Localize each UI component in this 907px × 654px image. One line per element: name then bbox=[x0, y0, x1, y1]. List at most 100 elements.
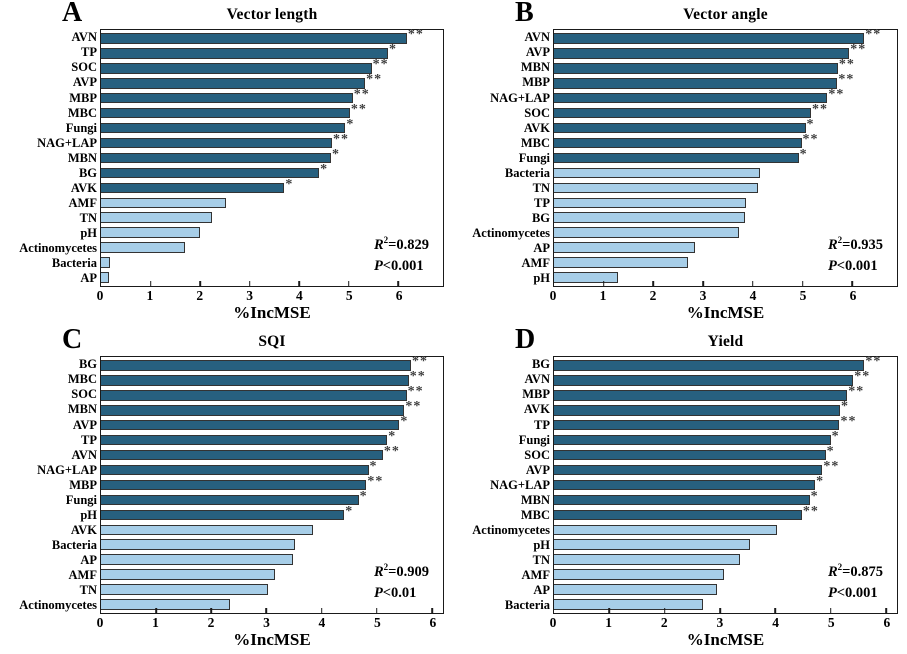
significance-stars: ** bbox=[828, 87, 845, 103]
significance-stars: ** bbox=[366, 72, 383, 88]
y-axis-label: Actinomycetes bbox=[472, 226, 550, 241]
panel: B Vector angle AVN AVP MBN MBP NAG+LAP SOC AVK… bbox=[453, 0, 907, 327]
axis-tick bbox=[348, 281, 350, 286]
y-axis-label: AVP bbox=[525, 45, 550, 60]
panel-header: D Yield bbox=[453, 325, 907, 356]
bar-row: * bbox=[554, 399, 897, 418]
significance-stars: ** bbox=[372, 57, 389, 73]
bar-row bbox=[554, 255, 897, 270]
significance-stars: ** bbox=[412, 354, 428, 370]
axis-tick bbox=[199, 281, 201, 286]
bar-row: * bbox=[554, 430, 897, 448]
axis-tick bbox=[608, 608, 611, 613]
bar bbox=[101, 584, 268, 595]
bar-row: * bbox=[554, 489, 897, 507]
bar bbox=[554, 107, 811, 119]
r2-sup: 2 bbox=[383, 561, 389, 572]
panel-title: Vector angle bbox=[683, 6, 768, 23]
x-axis-tick-label: 3 bbox=[263, 615, 270, 630]
bar-row bbox=[554, 537, 897, 552]
r2-label: R bbox=[827, 236, 838, 253]
y-axis-label: Bacteria bbox=[51, 256, 97, 271]
bar-row: * bbox=[101, 43, 443, 61]
bar-row bbox=[554, 582, 897, 597]
x-axis-tick-label: 5 bbox=[827, 615, 835, 630]
panel-title: Vector length bbox=[226, 6, 318, 23]
bar-row bbox=[101, 255, 443, 270]
panel-body: AVN TP SOC AVP MBP MBC Fungi NAG+LAP MBN BG AVK AMF… bbox=[0, 28, 453, 287]
y-axis-label: MBN bbox=[520, 60, 550, 75]
x-axis-tick-label: 5 bbox=[374, 615, 381, 630]
significance-stars: ** bbox=[409, 369, 426, 385]
y-axis-label: TP bbox=[534, 417, 550, 432]
bar bbox=[101, 78, 366, 89]
y-axis-label: Actinomycetes bbox=[19, 598, 97, 613]
bar bbox=[554, 63, 838, 74]
axis-tick bbox=[652, 281, 655, 286]
bar bbox=[101, 107, 350, 119]
bar-row: ** bbox=[554, 133, 897, 151]
axis-tick bbox=[829, 608, 832, 613]
y-axis-label: MBC bbox=[520, 135, 550, 150]
x-axis-title: %IncMSE bbox=[233, 303, 311, 322]
bar bbox=[101, 167, 320, 179]
bar-row: ** bbox=[101, 369, 443, 388]
significance-stars: * bbox=[841, 399, 850, 415]
y-axis-label: Fungi bbox=[65, 120, 97, 135]
y-axis-label: MBP bbox=[522, 387, 550, 402]
significance-stars: * bbox=[320, 161, 329, 177]
y-axis-label: BG bbox=[78, 165, 97, 180]
y-axis-label: TN bbox=[79, 211, 97, 226]
x-axis-tick-label: 5 bbox=[345, 288, 353, 303]
bar bbox=[101, 48, 388, 59]
y-axis-label: Fungi bbox=[518, 432, 550, 447]
axis-tick bbox=[397, 281, 400, 286]
y-axis-label: BG bbox=[531, 357, 550, 372]
x-axis-tick-label: 2 bbox=[660, 615, 668, 630]
bar-row: ** bbox=[101, 133, 443, 151]
y-axis-labels: AVN TP SOC AVP MBP MBC Fungi NAG+LAP MBN BG AVK AMF… bbox=[0, 29, 100, 287]
significance-stars: ** bbox=[840, 414, 857, 430]
bar bbox=[101, 390, 407, 401]
bar bbox=[101, 92, 353, 104]
bar-row bbox=[554, 270, 897, 285]
bar bbox=[554, 479, 816, 491]
y-axis-label: SOC bbox=[524, 105, 550, 120]
bar-row: ** bbox=[554, 504, 897, 522]
bar bbox=[101, 449, 383, 461]
x-axis-tick-label: 4 bbox=[772, 615, 779, 630]
y-axis-label: AMF bbox=[68, 568, 97, 583]
y-axis-label: AVP bbox=[72, 75, 97, 90]
bar-row: * bbox=[554, 147, 897, 166]
panel-title: SQI bbox=[258, 333, 286, 350]
significance-stars: * bbox=[346, 117, 355, 133]
y-axis-label: pH bbox=[80, 226, 97, 241]
r2-line: R2=0.935 bbox=[828, 235, 883, 257]
x-axis-tick-label: 1 bbox=[152, 615, 159, 630]
plot-area: ** ** ** ** * * ** * ** * * R2=0.909 P<0.01 bbox=[100, 354, 444, 614]
significance-stars: ** bbox=[823, 459, 840, 475]
significance-stars: ** bbox=[367, 473, 384, 489]
bar-row: ** bbox=[101, 354, 443, 373]
bar-row bbox=[101, 537, 443, 552]
bar bbox=[554, 122, 806, 134]
p-line: P<0.001 bbox=[828, 256, 883, 278]
r2-value: =0.935 bbox=[842, 236, 883, 253]
y-axis-label: Fungi bbox=[65, 492, 97, 507]
bars-container: ***************** bbox=[101, 28, 443, 286]
bars-container: ***************** bbox=[554, 355, 897, 613]
bar-row bbox=[101, 225, 443, 240]
x-axis-tick-label: 6 bbox=[395, 288, 403, 303]
bar-row: ** bbox=[554, 28, 897, 46]
bars-container: ***************** bbox=[101, 354, 443, 613]
x-axis-tick-label: 0 bbox=[96, 288, 104, 303]
y-axis-label: MBN bbox=[67, 402, 97, 417]
bar bbox=[554, 360, 865, 371]
bar-row bbox=[554, 165, 897, 180]
y-axis-label: AVN bbox=[71, 447, 97, 462]
x-axis-tick-label: 0 bbox=[549, 615, 557, 630]
stats-annotation: R2=0.909 P<0.01 bbox=[374, 562, 429, 606]
bar bbox=[554, 405, 841, 416]
bar bbox=[554, 419, 840, 431]
x-axis-tick-label: 1 bbox=[146, 288, 154, 303]
